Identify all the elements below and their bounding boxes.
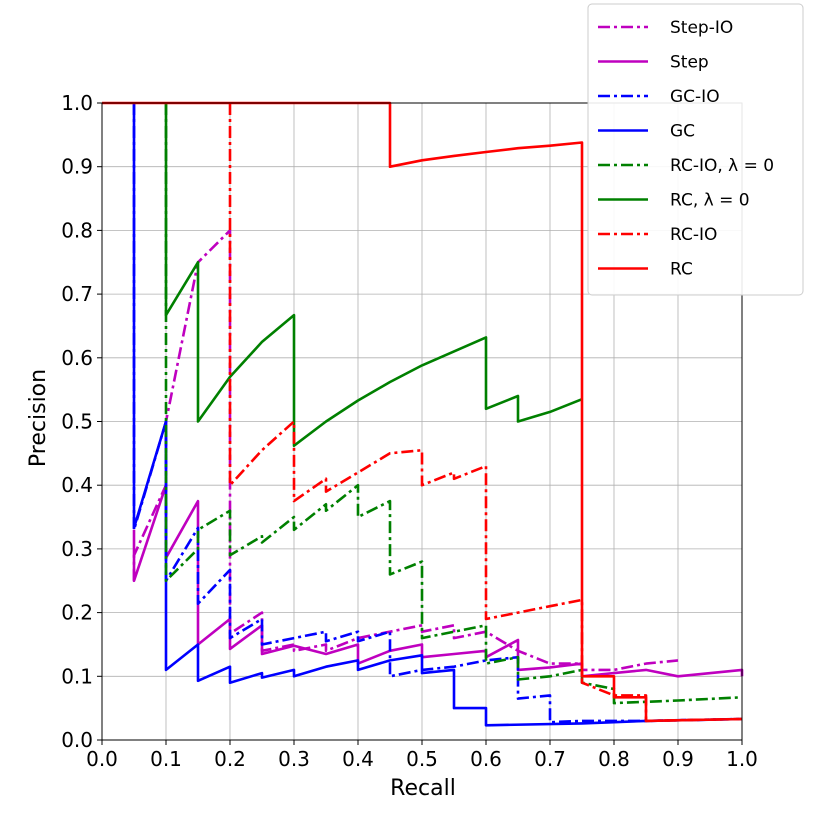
x-tick-label: 1.0 <box>726 747 758 771</box>
legend: Step-IO Step GC-IO GC RC-IO, λ = 0 RC, λ = 0 R… <box>587 3 804 296</box>
y-tick-label: 0.5 <box>61 410 93 434</box>
x-axis-title: Recall <box>390 776 456 801</box>
x-tick-label: 0.2 <box>214 747 246 771</box>
x-tick-label: 0.1 <box>150 747 182 771</box>
y-axis-title: Precision <box>26 369 51 467</box>
legend-label: RC, λ = 0 <box>670 191 750 211</box>
legend-label: GC <box>670 122 695 142</box>
series-line-1 <box>132 483 744 678</box>
y-tick-label: 0.6 <box>61 346 93 370</box>
series-line-7 <box>102 101 743 723</box>
y-tick-label: 1.0 <box>61 91 93 115</box>
x-tick-label: 0.7 <box>534 747 566 771</box>
y-tick-label: 0.2 <box>61 601 93 625</box>
x-tick-label: 0.4 <box>342 747 374 771</box>
series-line-2 <box>132 103 743 724</box>
y-tick-label: 0.9 <box>61 155 93 179</box>
x-tick-label: 0.5 <box>406 747 438 771</box>
legend-label: GC-IO <box>670 87 720 107</box>
legend-label: Step-IO <box>670 18 733 38</box>
series-lines <box>102 101 744 727</box>
legend-label: RC-IO <box>670 225 717 245</box>
y-axis-ticks: 0.0 0.1 0.2 0.3 0.4 0.5 0.6 0.7 0.8 0.9 1.0 <box>61 91 102 752</box>
x-axis-ticks: 0.0 0.1 0.2 0.3 0.4 0.5 0.6 0.7 0.8 0.9 1.0 <box>86 740 758 771</box>
legend-box <box>587 3 804 296</box>
y-tick-label: 0.7 <box>61 282 93 306</box>
x-tick-label: 0.8 <box>598 747 630 771</box>
series-line-0 <box>132 229 679 672</box>
x-tick-label: 0.6 <box>470 747 502 771</box>
series-line-3 <box>132 103 743 727</box>
y-tick-label: 0.8 <box>61 218 93 242</box>
x-tick-label: 0.0 <box>86 747 118 771</box>
x-tick-label: 0.9 <box>662 747 694 771</box>
y-tick-label: 0.0 <box>61 728 93 752</box>
y-tick-label: 0.3 <box>61 537 93 561</box>
series-line-5 <box>164 103 583 448</box>
x-tick-label: 0.3 <box>278 747 310 771</box>
legend-label: Step <box>670 53 709 73</box>
y-tick-label: 0.1 <box>61 664 93 688</box>
y-tick-label: 0.4 <box>61 473 93 497</box>
legend-label: RC <box>670 260 693 280</box>
legend-label: RC-IO, λ = 0 <box>670 156 774 176</box>
